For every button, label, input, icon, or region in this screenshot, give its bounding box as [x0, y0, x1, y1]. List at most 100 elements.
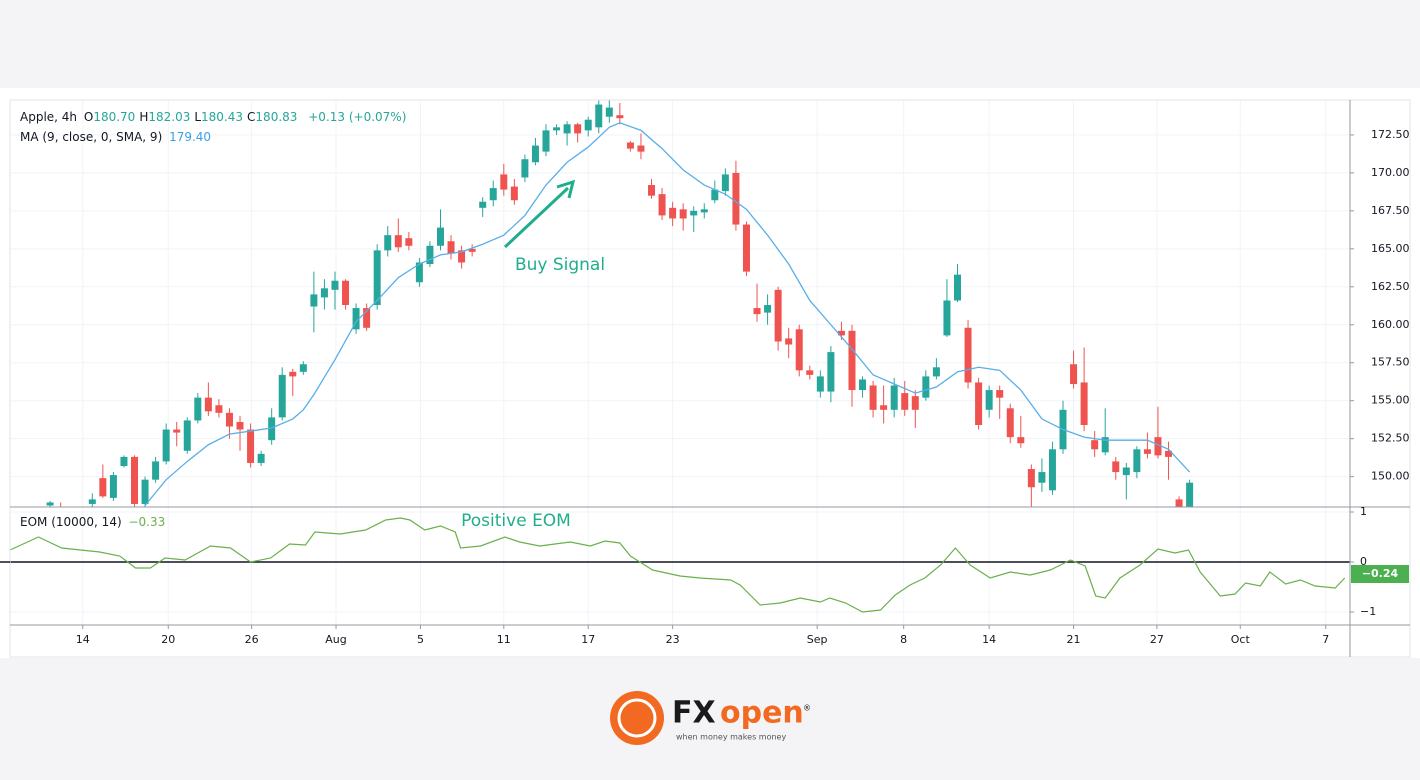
candle-body: [700, 209, 708, 213]
y-tick-label: 165.00: [1371, 242, 1410, 255]
x-tick-label: 8: [900, 633, 907, 646]
candle-body: [1091, 440, 1099, 450]
candle-body: [774, 289, 782, 342]
candle-body: [732, 172, 740, 225]
logo-brand: FX: [672, 696, 716, 731]
candle-body: [563, 124, 571, 134]
candle-body: [595, 104, 603, 128]
candle-body: [268, 417, 276, 441]
legend-eom: EOM (10000, 14) −0.33: [20, 515, 168, 529]
ohlc-label: O: [83, 110, 94, 124]
candle-body: [1006, 408, 1014, 438]
x-tick-label: 26: [245, 633, 259, 646]
ohlc-value: 180.43: [201, 110, 244, 124]
candle-body: [1112, 461, 1120, 473]
candle-body: [247, 429, 255, 463]
candle-body: [320, 288, 328, 298]
candle-body: [99, 478, 107, 497]
candle-body: [310, 294, 318, 307]
y-tick-label: 170.00: [1371, 166, 1410, 179]
candle-body: [1017, 437, 1025, 444]
logo-mark: ®: [803, 704, 811, 713]
arrow: [503, 186, 570, 249]
candle-body: [426, 245, 434, 265]
candle-body: [204, 397, 212, 412]
candle-body: [753, 308, 761, 315]
candle-body: [764, 305, 772, 313]
y2-tick-label: 0: [1360, 555, 1367, 568]
y-tick-label: 155.00: [1371, 394, 1410, 407]
symbol: Apple, 4h: [20, 110, 78, 124]
logo: FX open ® when money makes money: [610, 691, 811, 745]
y-tick-label: 150.00: [1371, 470, 1410, 483]
candle-body: [626, 142, 634, 149]
x-tick-label: 20: [161, 633, 175, 646]
ohlc-value: 180.70: [93, 110, 136, 124]
candle-body: [257, 453, 265, 463]
ma-last: 179.40: [169, 130, 212, 144]
candle-body: [901, 393, 909, 410]
candle-body: [658, 194, 666, 216]
candle-body: [436, 227, 444, 246]
candle-body: [352, 308, 360, 330]
candle-body: [109, 475, 117, 498]
candle-body: [88, 499, 96, 504]
x-tick-label: 17: [581, 633, 595, 646]
candle-body: [479, 201, 487, 208]
candle-body: [605, 107, 613, 117]
candle-body: [553, 127, 561, 131]
candle-body: [584, 119, 592, 131]
ma-name: MA (9, close, 0, SMA, 9): [20, 130, 163, 144]
candle-body: [194, 397, 202, 421]
line: [144, 122, 1191, 506]
candle-body: [183, 420, 191, 451]
y-tick-label: 162.50: [1371, 280, 1410, 293]
arrow-head: [556, 179, 576, 199]
logo-tagline: when money makes money: [676, 733, 786, 742]
candle-body: [922, 376, 930, 398]
x-tick-label: 14: [982, 633, 996, 646]
candle-body: [785, 338, 793, 345]
ohlc-label: H: [139, 110, 149, 124]
candle-body: [679, 209, 687, 219]
candle-body: [1048, 449, 1056, 491]
candle-body: [648, 185, 656, 196]
x-tick-label: Sep: [807, 633, 828, 646]
eom-last: −0.33: [128, 515, 166, 529]
candle-body: [1027, 469, 1035, 488]
candle-body: [616, 115, 624, 119]
candle-body: [1070, 364, 1078, 384]
x-tick-label: 21: [1067, 633, 1081, 646]
x-tick-label: 5: [417, 633, 424, 646]
y2-tick-label: −1: [1360, 605, 1376, 618]
candle-body: [215, 405, 223, 413]
candle-body: [721, 174, 729, 192]
candle-body: [299, 364, 307, 372]
candle-body: [394, 235, 402, 248]
ohlc-legend: O180.70 H182.03 L180.43 C180.83: [84, 110, 302, 124]
x-tick-label: 11: [497, 633, 511, 646]
candle-body: [816, 376, 824, 392]
x-tick-label: Oct: [1231, 633, 1251, 646]
candle-body: [837, 330, 845, 336]
current-value-box: [1351, 565, 1409, 583]
candle-body: [827, 352, 835, 392]
candle-body: [405, 238, 413, 246]
candle-body: [141, 479, 149, 504]
annotation: Positive EOM: [461, 511, 571, 531]
candle-body: [1154, 437, 1162, 456]
candle-body: [795, 329, 803, 371]
candle-body: [1122, 467, 1130, 476]
candle-body: [120, 456, 128, 466]
candle-body: [711, 189, 719, 201]
candle-body: [447, 241, 455, 254]
candle-body: [1038, 472, 1046, 483]
ohlc-label: L: [194, 110, 202, 124]
candle-body: [953, 274, 961, 301]
candle-body: [162, 429, 170, 462]
candle-body: [859, 379, 867, 391]
candle-body: [468, 248, 476, 252]
candle-body: [637, 145, 645, 152]
logo-brand: open: [720, 696, 804, 731]
